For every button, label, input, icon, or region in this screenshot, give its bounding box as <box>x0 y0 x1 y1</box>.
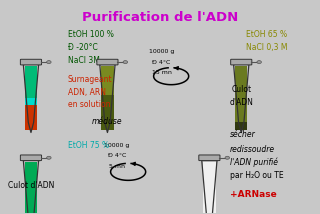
Text: 10000 g: 10000 g <box>149 49 174 54</box>
Text: par H₂O ou TE: par H₂O ou TE <box>230 171 284 180</box>
Text: l'ADN purifié: l'ADN purifié <box>230 158 278 167</box>
Text: Surnageant: Surnageant <box>68 75 112 84</box>
Text: Culot: Culot <box>231 85 251 95</box>
Text: d'ADN: d'ADN <box>229 98 253 107</box>
Text: en solution: en solution <box>68 100 110 109</box>
Text: Purification de l'ADN: Purification de l'ADN <box>82 11 238 24</box>
Text: méduse: méduse <box>92 117 123 126</box>
Bar <box>203 162 215 214</box>
FancyBboxPatch shape <box>97 59 118 65</box>
Circle shape <box>257 61 261 64</box>
Bar <box>101 95 114 130</box>
Text: 5 mn: 5 mn <box>109 164 125 169</box>
Text: 10000 g: 10000 g <box>104 143 130 148</box>
Bar <box>101 66 114 95</box>
Text: EtOH 75 %: EtOH 75 % <box>68 141 109 150</box>
Text: EtOH 100 %: EtOH 100 % <box>68 30 114 39</box>
Text: Culot d'ADN: Culot d'ADN <box>8 181 54 190</box>
Text: Ð 4°C: Ð 4°C <box>152 60 171 65</box>
Circle shape <box>47 156 51 159</box>
Bar <box>235 66 247 122</box>
Text: EtOH 65 %: EtOH 65 % <box>246 30 287 39</box>
Bar <box>25 106 37 130</box>
FancyBboxPatch shape <box>20 155 42 160</box>
Text: Ð -20°C: Ð -20°C <box>68 43 97 52</box>
Text: ADN, ARN: ADN, ARN <box>68 88 106 97</box>
Circle shape <box>123 61 128 64</box>
Text: Ð 4°C: Ð 4°C <box>108 153 126 158</box>
Text: 15 mn: 15 mn <box>152 70 172 76</box>
Text: sécher: sécher <box>230 130 256 139</box>
Circle shape <box>225 156 229 159</box>
FancyBboxPatch shape <box>20 59 42 65</box>
Bar <box>25 66 37 98</box>
Text: redissoudre: redissoudre <box>230 145 275 154</box>
Bar <box>25 162 37 214</box>
Bar <box>25 98 37 106</box>
Text: NaCl 3M: NaCl 3M <box>68 56 100 65</box>
FancyBboxPatch shape <box>231 59 252 65</box>
FancyBboxPatch shape <box>199 155 220 160</box>
Bar <box>235 122 247 130</box>
Circle shape <box>47 61 51 64</box>
Text: NaCl 0,3 M: NaCl 0,3 M <box>246 43 288 52</box>
Text: +ARNase: +ARNase <box>230 190 277 199</box>
